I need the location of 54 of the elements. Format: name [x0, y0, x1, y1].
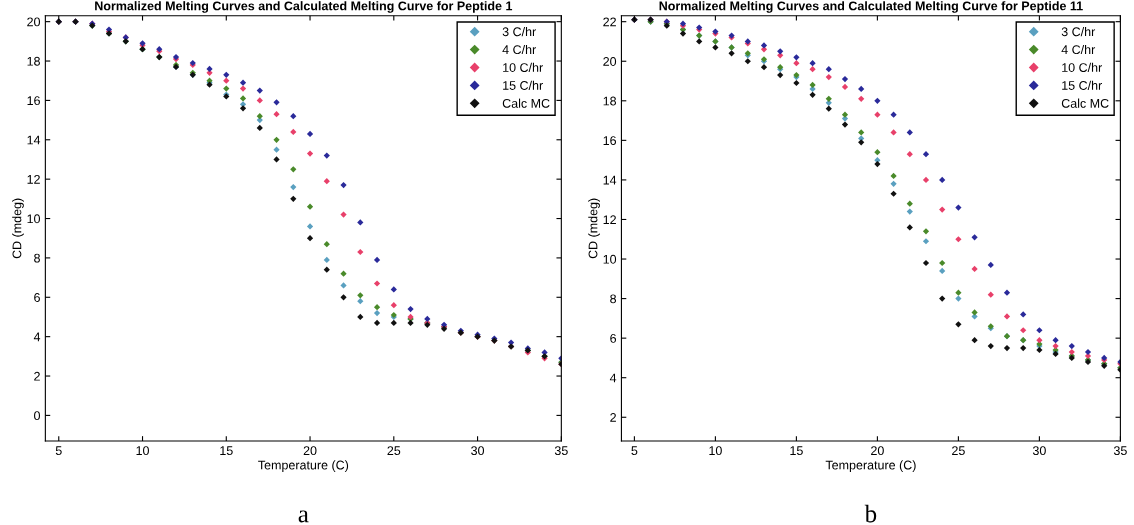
x-tick-label: 35: [554, 446, 568, 456]
x-tick-label: 25: [952, 446, 965, 456]
y-tick-label: 12: [603, 215, 616, 224]
y-tick-label: 14: [27, 135, 41, 145]
y-tick-label: 2: [610, 413, 616, 422]
y-tick-label: 0: [34, 411, 41, 421]
y-axis-title: CD (mdeg): [588, 198, 600, 259]
legend-label: Calc MC: [502, 98, 550, 108]
x-tick-label: 30: [471, 446, 485, 456]
chart-title: Normalized Melting Curves and Calculated Melting Curve for Peptide 11: [659, 1, 1083, 13]
y-tick-label: 12: [27, 174, 40, 184]
y-tick-label: 2: [34, 371, 40, 381]
x-tick-label: 5: [55, 446, 62, 456]
y-tick-label: 4: [609, 373, 617, 383]
y-tick-label: 22: [603, 17, 616, 27]
text: b: [864, 504, 877, 523]
text: a: [298, 510, 309, 523]
y-tick-label: 6: [610, 333, 617, 343]
legend-label: 3 C/hr: [502, 27, 536, 37]
y-tick-label: 8: [34, 253, 40, 263]
legend-label: 15 C/hr: [503, 80, 543, 90]
y-tick-label: 10: [27, 214, 41, 224]
y-tick-label: 16: [27, 96, 40, 106]
legend-label: 4 C/hr: [1061, 44, 1096, 55]
y-tick-label: 16: [603, 136, 617, 146]
y-tick-label: 20: [603, 57, 617, 66]
legend-label: 3 C/hr: [1061, 27, 1096, 37]
x-tick-label: 15: [220, 446, 233, 456]
x-tick-label: 10: [136, 446, 149, 456]
x-tick-label: 25: [387, 446, 401, 456]
y-tick-label: 8: [610, 294, 617, 304]
y-tick-label: 14: [603, 175, 617, 185]
legend-label: 10 C/hr: [503, 62, 543, 72]
x-tick-label: 15: [790, 446, 803, 456]
legend-label: 4 C/hr: [502, 44, 536, 55]
x-tick-label: 30: [1032, 446, 1046, 456]
y-axis-title: CD (mdeg): [12, 198, 24, 259]
y-tick-label: 6: [34, 293, 40, 302]
legend-label: 10 C/hr: [1062, 62, 1103, 72]
x-axis-title: Temperature (C): [825, 460, 916, 472]
x-tick-label: 20: [303, 446, 317, 456]
y-tick-label: 18: [603, 96, 617, 106]
y-tick-label: 10: [603, 254, 617, 264]
x-tick-label: 35: [1113, 446, 1127, 456]
x-tick-label: 5: [631, 446, 638, 456]
x-axis-title: Temperature (C): [258, 460, 349, 472]
x-tick-label: 20: [871, 446, 884, 456]
legend-label: 15 C/hr: [1062, 80, 1103, 90]
y-tick-label: 18: [27, 56, 40, 66]
y-tick-label: 4: [33, 332, 41, 342]
legend-label: Calc MC: [1061, 98, 1109, 108]
y-tick-label: 20: [27, 17, 41, 27]
x-tick-label: 10: [709, 446, 722, 456]
chart-title: Normalized Melting Curves and Calculated Melting Curve for Peptide 1: [95, 1, 513, 13]
